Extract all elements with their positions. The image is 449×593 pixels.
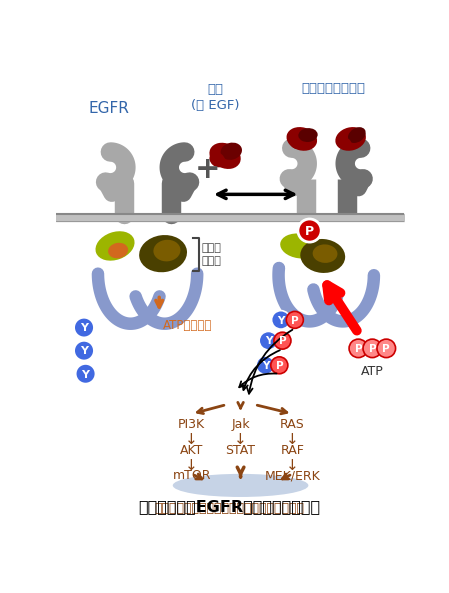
Circle shape xyxy=(74,340,94,361)
Text: 配体依赖性的EGFR酪氨酸激酶域激活: 配体依赖性的EGFR酪氨酸激酶域激活 xyxy=(139,499,321,514)
Text: PI3K: PI3K xyxy=(178,419,205,432)
Circle shape xyxy=(349,339,368,358)
Ellipse shape xyxy=(280,234,319,259)
Text: EGFR: EGFR xyxy=(88,101,129,116)
Text: RAF: RAF xyxy=(281,444,304,457)
Text: Y: Y xyxy=(82,369,89,380)
Circle shape xyxy=(377,339,396,358)
Text: P: P xyxy=(276,361,283,371)
Text: RAS: RAS xyxy=(280,419,305,432)
Text: P: P xyxy=(383,344,390,354)
Ellipse shape xyxy=(96,231,135,261)
Ellipse shape xyxy=(313,244,338,263)
Text: AKT: AKT xyxy=(180,444,203,457)
Text: ↓: ↓ xyxy=(286,458,299,473)
Text: P: P xyxy=(305,225,314,238)
Circle shape xyxy=(271,357,288,374)
Text: 细胞增殖、生长（抗凋亡）、迁移和血管生成: 细胞增殖、生长（抗凋亡）、迁移和血管生成 xyxy=(155,502,305,515)
Text: Y: Y xyxy=(80,346,88,356)
Ellipse shape xyxy=(298,128,318,142)
Ellipse shape xyxy=(154,240,180,262)
Ellipse shape xyxy=(108,243,128,259)
Circle shape xyxy=(298,219,321,242)
Circle shape xyxy=(274,332,291,349)
Text: Y: Y xyxy=(277,315,285,326)
Ellipse shape xyxy=(209,143,241,169)
Ellipse shape xyxy=(220,142,242,160)
Text: P: P xyxy=(279,336,286,346)
Ellipse shape xyxy=(139,235,187,272)
Circle shape xyxy=(259,331,278,350)
Text: ↓: ↓ xyxy=(185,458,198,473)
Circle shape xyxy=(363,339,382,358)
Text: P: P xyxy=(355,344,362,354)
Text: ↓: ↓ xyxy=(234,432,247,447)
Text: Y: Y xyxy=(80,323,88,333)
Circle shape xyxy=(256,356,275,375)
Circle shape xyxy=(75,364,96,384)
Circle shape xyxy=(74,318,94,337)
Text: ATP结合位点: ATP结合位点 xyxy=(163,319,212,331)
Text: MEK/ERK: MEK/ERK xyxy=(264,469,321,482)
Text: ↓: ↓ xyxy=(286,432,299,447)
Ellipse shape xyxy=(289,136,302,149)
Text: Y: Y xyxy=(265,336,272,346)
Text: P: P xyxy=(291,315,299,326)
Circle shape xyxy=(272,311,290,329)
Text: mTOR: mTOR xyxy=(172,469,211,482)
Text: ↓: ↓ xyxy=(185,432,198,447)
Text: +: + xyxy=(194,155,220,184)
Ellipse shape xyxy=(335,127,366,151)
Ellipse shape xyxy=(338,137,351,148)
Text: P: P xyxy=(369,344,376,354)
Ellipse shape xyxy=(209,152,225,167)
Text: ATP: ATP xyxy=(361,365,384,378)
Text: STAT: STAT xyxy=(225,444,255,457)
Ellipse shape xyxy=(300,239,345,273)
Text: 酪氨酸
激酶域: 酪氨酸 激酶域 xyxy=(201,243,221,266)
Text: 配体
(如 EGF): 配体 (如 EGF) xyxy=(191,82,239,111)
Ellipse shape xyxy=(286,127,317,151)
Circle shape xyxy=(286,311,304,329)
Text: Y: Y xyxy=(262,361,269,371)
Ellipse shape xyxy=(348,127,366,143)
Ellipse shape xyxy=(173,474,308,497)
Text: Jak: Jak xyxy=(231,419,250,432)
Text: 同源或异源二聚体: 同源或异源二聚体 xyxy=(302,82,365,95)
